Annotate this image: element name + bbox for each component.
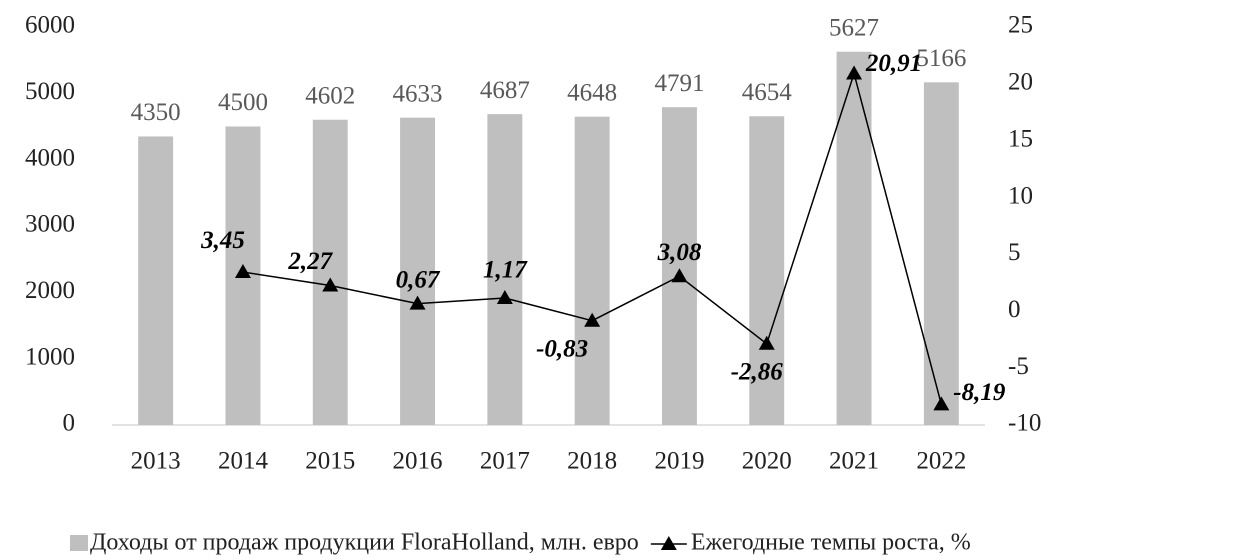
legend-swatch: [70, 535, 88, 551]
marker: [322, 277, 339, 292]
marker: [234, 264, 251, 279]
y2-tick-label: 5: [1008, 239, 1021, 266]
bar: [661, 107, 697, 426]
bar: [836, 51, 872, 425]
y-tick-label: 0: [63, 410, 76, 437]
x-tick-label: 2019: [654, 448, 704, 475]
y2-tick-label: -5: [1008, 353, 1029, 380]
bar-value-label: 5166: [916, 45, 966, 72]
bar: [749, 116, 785, 425]
legend-marker: [660, 536, 677, 550]
y-tick-label: 1000: [25, 343, 75, 370]
legend-label: Доходы от продаж продукции FloraHolland,…: [90, 530, 639, 556]
bar-value-label: 4350: [131, 99, 181, 126]
y2-tick-label: 20: [1008, 69, 1033, 96]
bar-value-label: 5627: [829, 14, 879, 41]
y2-tick-label: 15: [1008, 125, 1033, 152]
line-value-label: 1,17: [483, 257, 528, 284]
line-value-label: 2,27: [287, 248, 333, 275]
line-value-label: -2,86: [731, 359, 784, 386]
marker: [496, 289, 513, 304]
bar: [400, 117, 436, 425]
x-tick-label: 2015: [305, 448, 355, 475]
line-value-label: 20,91: [865, 50, 922, 77]
y-tick-label: 3000: [25, 211, 75, 238]
x-tick-label: 2018: [567, 448, 617, 475]
marker: [758, 335, 775, 350]
bar: [923, 82, 959, 426]
marker: [933, 396, 950, 411]
x-tick-label: 2020: [742, 448, 792, 475]
bar-value-label: 4654: [742, 79, 793, 106]
marker: [409, 295, 426, 310]
marker: [671, 268, 688, 283]
y-tick-label: 2000: [25, 277, 75, 304]
bar: [312, 119, 348, 425]
legend-label: Ежегодные темпы роста, %: [691, 530, 971, 556]
bar-value-label: 4500: [218, 89, 268, 116]
bar-value-label: 4791: [654, 70, 704, 97]
x-tick-label: 2022: [916, 448, 966, 475]
marker: [584, 312, 601, 327]
bar: [487, 114, 523, 425]
line-value-label: 3,45: [200, 227, 245, 254]
bar: [574, 116, 610, 425]
y2-tick-label: 10: [1008, 182, 1033, 209]
bar-value-label: 4633: [393, 80, 443, 107]
bar-value-label: 4687: [480, 77, 530, 104]
y-tick-label: 5000: [25, 78, 75, 105]
x-tick-label: 2017: [480, 448, 530, 475]
y2-tick-label: 0: [1008, 296, 1021, 323]
x-tick-label: 2021: [829, 448, 879, 475]
y-tick-label: 4000: [25, 144, 75, 171]
y2-tick-label: 25: [1008, 12, 1033, 39]
x-tick-label: 2013: [131, 448, 181, 475]
bar-value-label: 4648: [567, 79, 617, 106]
x-tick-label: 2014: [218, 448, 269, 475]
line-value-label: 0,67: [396, 266, 441, 293]
bar-value-label: 4602: [305, 82, 355, 109]
y-tick-label: 6000: [25, 12, 75, 39]
line-value-label: 3,08: [657, 239, 702, 266]
x-tick-label: 2016: [393, 448, 443, 475]
bar: [138, 136, 174, 425]
line-value-label: -8,19: [953, 379, 1006, 406]
marker: [846, 65, 863, 80]
y2-tick-label: -10: [1008, 410, 1041, 437]
line-value-label: -0,83: [536, 335, 588, 362]
